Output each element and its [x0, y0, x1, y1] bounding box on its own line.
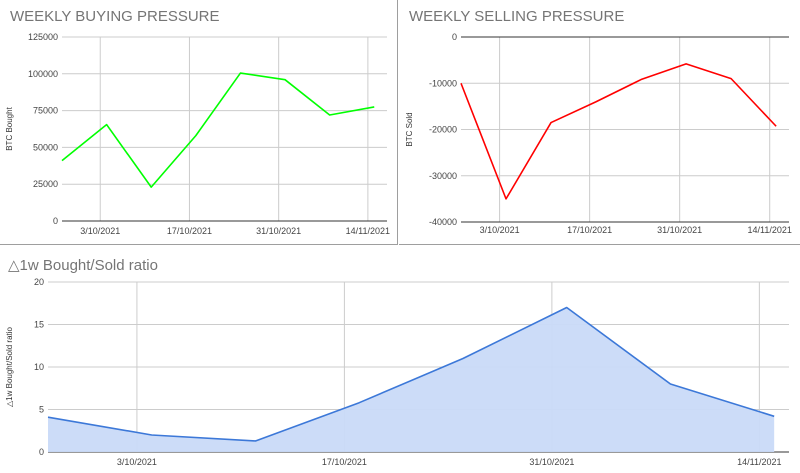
y-tick-label: 0 [53, 216, 58, 226]
x-tick-label: 17/10/2021 [322, 457, 367, 467]
y-tick-label: 0 [39, 447, 44, 457]
y-tick-label: 75000 [33, 106, 58, 116]
y-tick-label: 50000 [33, 142, 58, 152]
y-tick-label: 10 [34, 362, 44, 372]
series-line [460, 63, 777, 200]
x-tick-label: 3/10/2021 [480, 225, 520, 235]
y-axis-label: BTC Sold [405, 112, 414, 146]
x-tick-label: 17/10/2021 [167, 226, 212, 236]
x-tick-label: 31/10/2021 [529, 457, 574, 467]
y-tick-label: -10000 [429, 78, 457, 88]
selling-chart-title: WEEKLY SELLING PRESSURE [409, 8, 625, 25]
buying-chart-title: WEEKLY BUYING PRESSURE [10, 8, 220, 25]
buying-chart-svg: 3/10/2021 17/10/2021 31/10/2021 14/11/2021 0… [5, 32, 390, 236]
y-tick-label: 0 [452, 32, 457, 42]
y-tick-label: 100000 [28, 69, 58, 79]
x-tick-label: 14/11/2021 [737, 457, 781, 467]
ratio-chart-svg: 3/10/2021 17/10/2021 31/10/2021 14/11/2021 0… [5, 277, 789, 467]
x-tick-label: 31/10/2021 [657, 225, 702, 235]
buying-pressure-chart: WEEKLY BUYING PRESSURE 3/10/2021 17/10/20… [0, 0, 398, 245]
y-axis-label: △1w Bought/Sold ratio [5, 326, 14, 407]
x-tick-label: 17/10/2021 [567, 225, 612, 235]
x-tick-label: 14/11/2021 [346, 226, 390, 236]
selling-chart-svg: 3/10/2021 17/10/2021 31/10/2021 14/11/2021 0… [405, 32, 792, 235]
x-tick-label: 31/10/2021 [256, 226, 301, 236]
y-tick-label: -40000 [429, 217, 457, 227]
series-line [61, 72, 375, 188]
x-tick-label: 3/10/2021 [117, 457, 157, 467]
y-tick-label: 20 [34, 277, 44, 287]
y-tick-label: 125000 [28, 32, 58, 42]
y-axis-label: BTC Bought [5, 106, 14, 150]
ratio-chart-title: △1w Bought/Sold ratio [8, 257, 158, 274]
y-tick-label: 15 [34, 320, 44, 330]
selling-pressure-chart: WEEKLY SELLING PRESSURE 3/10/2021 17/10/2… [399, 0, 800, 245]
ratio-chart: △1w Bought/Sold ratio 3/10/2021 17/10/202… [0, 246, 800, 473]
series-area-fill [48, 307, 775, 452]
y-tick-label: 5 [39, 405, 44, 415]
y-tick-label: -30000 [429, 171, 457, 181]
y-tick-label: -20000 [429, 125, 457, 135]
x-tick-label: 3/10/2021 [80, 226, 120, 236]
y-tick-label: 25000 [33, 179, 58, 189]
series-line [47, 306, 775, 442]
x-tick-label: 14/11/2021 [748, 225, 792, 235]
